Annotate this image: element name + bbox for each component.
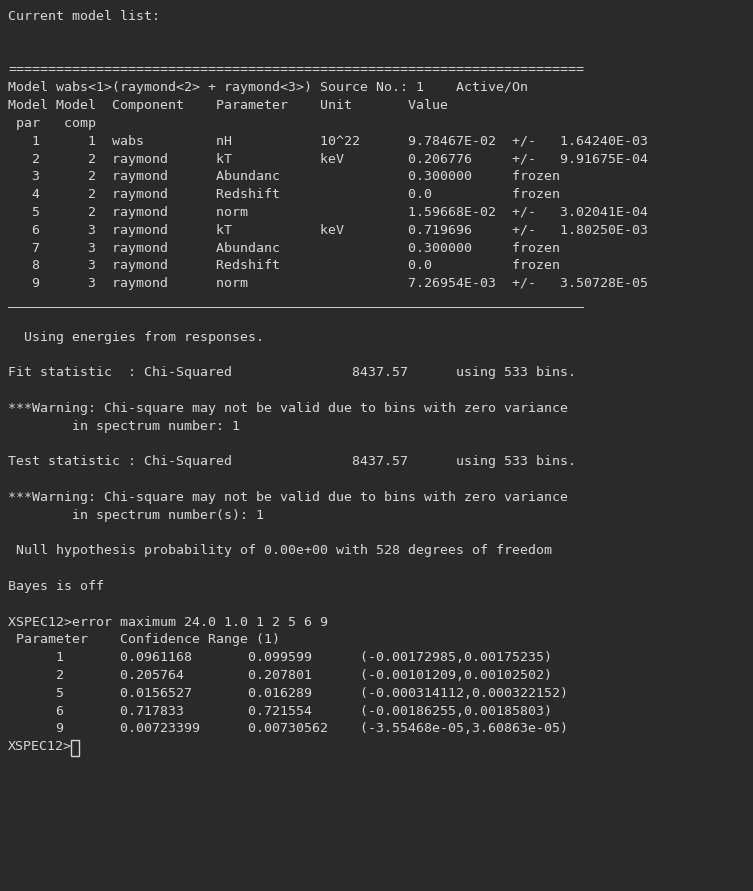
Text: 1      1  wabs         nH           10^22      9.78467E-02  +/-   1.64240E-03: 1 1 wabs nH 10^22 9.78467E-02 +/- 1.6424… (8, 135, 648, 148)
Text: 7      3  raymond      Abundanc                0.300000     frozen: 7 3 raymond Abundanc 0.300000 frozen (8, 241, 560, 255)
Text: 3      2  raymond      Abundanc                0.300000     frozen: 3 2 raymond Abundanc 0.300000 frozen (8, 170, 560, 184)
Text: ***Warning: Chi-square may not be valid due to bins with zero variance: ***Warning: Chi-square may not be valid … (8, 402, 568, 415)
Text: 1       0.0961168       0.099599      (-0.00172985,0.00175235): 1 0.0961168 0.099599 (-0.00172985,0.0017… (8, 651, 552, 665)
Text: Model Model  Component    Parameter    Unit       Value: Model Model Component Parameter Unit Val… (8, 99, 448, 112)
Text: 5       0.0156527       0.016289      (-0.000314112,0.000322152): 5 0.0156527 0.016289 (-0.000314112,0.000… (8, 687, 568, 699)
Text: 9      3  raymond      norm                    7.26954E-03  +/-   3.50728E-05: 9 3 raymond norm 7.26954E-03 +/- 3.50728… (8, 277, 648, 290)
Text: XSPEC12>: XSPEC12> (8, 740, 72, 753)
Text: 2       0.205764        0.207801      (-0.00101209,0.00102502): 2 0.205764 0.207801 (-0.00101209,0.00102… (8, 669, 552, 683)
Text: Fit statistic  : Chi-Squared               8437.57      using 533 bins.: Fit statistic : Chi-Squared 8437.57 usin… (8, 366, 576, 380)
Text: ***Warning: Chi-square may not be valid due to bins with zero variance: ***Warning: Chi-square may not be valid … (8, 491, 568, 504)
Text: Parameter    Confidence Range (1): Parameter Confidence Range (1) (8, 634, 280, 647)
Text: ========================================================================: ========================================… (8, 63, 584, 77)
Text: 6       0.717833        0.721554      (-0.00186255,0.00185803): 6 0.717833 0.721554 (-0.00186255,0.00185… (8, 705, 552, 717)
Text: 4      2  raymond      Redshift                0.0          frozen: 4 2 raymond Redshift 0.0 frozen (8, 188, 560, 201)
Text: 5      2  raymond      norm                    1.59668E-02  +/-   3.02041E-04: 5 2 raymond norm 1.59668E-02 +/- 3.02041… (8, 206, 648, 219)
Text: 2      2  raymond      kT           keV        0.206776     +/-   9.91675E-04: 2 2 raymond kT keV 0.206776 +/- 9.91675E… (8, 152, 648, 166)
Text: Bayes is off: Bayes is off (8, 580, 104, 593)
Text: Current model list:: Current model list: (8, 10, 160, 23)
Bar (72, 740, 79, 756)
Text: Using energies from responses.: Using energies from responses. (8, 331, 264, 344)
Text: Model wabs<1>(raymond<2> + raymond<3>) Source No.: 1    Active/On: Model wabs<1>(raymond<2> + raymond<3>) S… (8, 81, 528, 94)
Text: 9       0.00723399      0.00730562    (-3.55468e-05,3.60863e-05): 9 0.00723399 0.00730562 (-3.55468e-05,3.… (8, 723, 568, 735)
Text: in spectrum number(s): 1: in spectrum number(s): 1 (8, 509, 264, 522)
Text: XSPEC12>error maximum 24.0 1.0 1 2 5 6 9: XSPEC12>error maximum 24.0 1.0 1 2 5 6 9 (8, 616, 328, 629)
Text: ________________________________________________________________________: ________________________________________… (8, 295, 584, 308)
Text: in spectrum number: 1: in spectrum number: 1 (8, 420, 240, 433)
Text: 8      3  raymond      Redshift                0.0          frozen: 8 3 raymond Redshift 0.0 frozen (8, 259, 560, 273)
Text: par   comp: par comp (8, 117, 96, 130)
Text: 6      3  raymond      kT           keV        0.719696     +/-   1.80250E-03: 6 3 raymond kT keV 0.719696 +/- 1.80250E… (8, 224, 648, 237)
Text: Test statistic : Chi-Squared               8437.57      using 533 bins.: Test statistic : Chi-Squared 8437.57 usi… (8, 455, 576, 469)
Text: Null hypothesis probability of 0.00e+00 with 528 degrees of freedom: Null hypothesis probability of 0.00e+00 … (8, 544, 552, 558)
